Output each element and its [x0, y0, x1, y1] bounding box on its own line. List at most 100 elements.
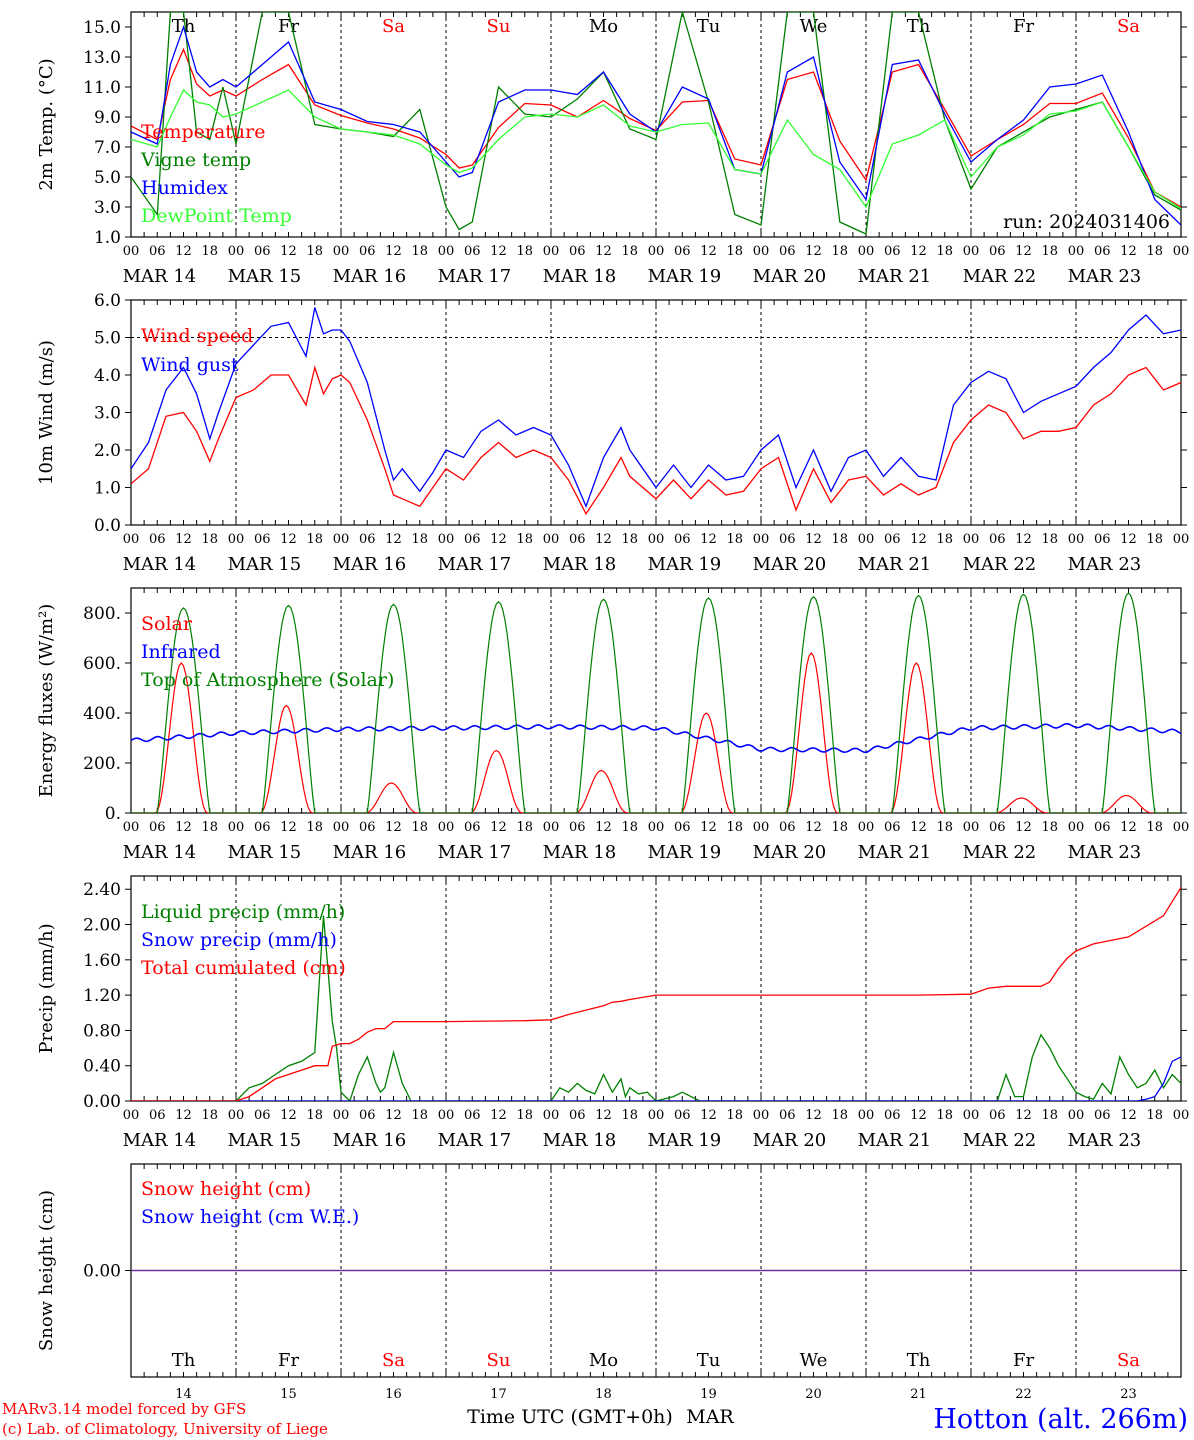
energy-frame	[130, 587, 1182, 814]
energy-ytick-label: 600.	[83, 654, 121, 674]
day-of-week-label: Fr	[278, 16, 299, 37]
precip-hour-tick-label: 12	[700, 1108, 717, 1123]
energy-hour-tick-label: 12	[490, 820, 507, 835]
temp-date-label: MAR 14	[123, 266, 197, 287]
temp-hour-tick-label: 12	[385, 244, 402, 259]
day-of-week-label: Mo	[589, 16, 618, 37]
day-of-week-label: Th	[172, 1350, 196, 1371]
temp-legend-entry: Humidex	[141, 177, 228, 199]
precip-hour-tick-label: 00	[753, 1108, 770, 1123]
wind-date-label: MAR 17	[438, 554, 512, 575]
energy-ytick-label: 200.	[83, 754, 121, 774]
temp-hour-tick-label: 06	[464, 244, 481, 259]
wind-hour-tick-label: 06	[884, 532, 901, 547]
energy-hour-tick-label: 00	[753, 820, 770, 835]
day-of-week-label: Fr	[278, 1350, 299, 1371]
day-of-week-label: Fr	[1013, 16, 1034, 37]
temp-panel: 1.0 3.0 5.0 7.0 9.0 11.0 13.0 15.0 2m Temp. (°C)…	[36, 11, 1189, 287]
precip-hour-tick-label: 18	[621, 1108, 638, 1123]
precip-date-label: MAR 20	[753, 1130, 827, 1151]
temp-hour-tick-label: 12	[280, 244, 297, 259]
model-credit: MARv3.14 model forced by GFS	[2, 1400, 246, 1418]
day-number-label: 20	[805, 1387, 822, 1402]
energy-date-label: MAR 14	[123, 842, 197, 863]
precip-legend-entry: Snow precip (mm/h)	[141, 929, 337, 951]
temp-hour-tick-label: 00	[543, 244, 560, 259]
energy-series-line	[131, 592, 1181, 813]
energy-legend-entry: Infrared	[141, 641, 221, 663]
wind-hour-tick-label: 00	[543, 532, 560, 547]
precip-hour-tick-label: 12	[1015, 1108, 1032, 1123]
temp-date-label: MAR 23	[1068, 266, 1142, 287]
energy-hour-tick-label: 12	[595, 820, 612, 835]
precip-ytick-label: 1.60	[83, 951, 121, 971]
wind-date-label: MAR 20	[753, 554, 827, 575]
wind-date-label: MAR 21	[858, 554, 932, 575]
wind-ytick-label: 3.0	[94, 404, 121, 424]
energy-hour-tick-label: 18	[1146, 820, 1163, 835]
temp-hour-tick-label: 12	[910, 244, 927, 259]
energy-panel: 0. 200. 400. 600. 800. Energy fluxes (W/m²) 00…	[36, 587, 1189, 863]
temp-hour-tick-label: 06	[779, 244, 796, 259]
wind-hour-tick-label: 06	[464, 532, 481, 547]
day-of-week-label: Th	[907, 16, 931, 37]
wind-hour-tick-label: 18	[306, 532, 323, 547]
day-number-label: 17	[490, 1387, 507, 1402]
temp-hour-tick-label: 12	[700, 244, 717, 259]
energy-hour-tick-label: 06	[254, 820, 271, 835]
day-of-week-label: Mo	[589, 1350, 618, 1371]
precip-hour-tick-label: 00	[333, 1108, 350, 1123]
day-of-week-label: Th	[907, 1350, 931, 1371]
wind-hour-tick-label: 12	[280, 532, 297, 547]
temp-ytick-label: 3.0	[94, 198, 121, 218]
energy-date-label: MAR 15	[228, 842, 302, 863]
energy-hour-tick-label: 06	[779, 820, 796, 835]
energy-series-group	[131, 592, 1181, 813]
wind-hour-tick-label: 12	[1120, 532, 1137, 547]
energy-hour-tick-label: 00	[1068, 820, 1085, 835]
energy-date-label: MAR 20	[753, 842, 827, 863]
wind-hour-tick-label: 06	[359, 532, 376, 547]
temp-hour-tick-label: 06	[359, 244, 376, 259]
energy-hour-tick-label: 06	[464, 820, 481, 835]
energy-hour-tick-label: 00	[123, 820, 140, 835]
precip-date-label: MAR 21	[858, 1130, 932, 1151]
precip-hour-tick-label: 18	[1146, 1108, 1163, 1123]
precip-hour-tick-label: 18	[516, 1108, 533, 1123]
energy-hour-tick-label: 00	[963, 820, 980, 835]
day-of-week-label: Sa	[1117, 1350, 1140, 1371]
energy-hour-tick-label: 00	[858, 820, 875, 835]
wind-hour-tick-label: 18	[201, 532, 218, 547]
precip-hour-tick-label: 12	[805, 1108, 822, 1123]
precip-date-label: MAR 18	[543, 1130, 617, 1151]
energy-ytick-label: 800.	[83, 604, 121, 624]
energy-hour-tick-label: 18	[1041, 820, 1058, 835]
temp-hour-tick-label: 18	[831, 244, 848, 259]
wind-hour-tick-label: 00	[648, 532, 665, 547]
precip-date-label: MAR 23	[1068, 1130, 1142, 1151]
precip-hour-tick-label: 06	[569, 1108, 586, 1123]
precip-hour-tick-label: 00	[438, 1108, 455, 1123]
day-of-week-label: We	[800, 16, 828, 37]
wind-y-axis-label: 10m Wind (m/s)	[36, 340, 57, 485]
precip-hour-tick-label: 06	[779, 1108, 796, 1123]
temp-hour-tick-label: 18	[936, 244, 953, 259]
precip-hour-tick-label: 00	[543, 1108, 560, 1123]
precip-ytick-label: 2.40	[83, 880, 121, 900]
energy-hour-tick-label: 12	[1120, 820, 1137, 835]
energy-hour-tick-label: 18	[726, 820, 743, 835]
precip-hour-tick-label: 06	[674, 1108, 691, 1123]
wind-hour-tick-label: 18	[726, 532, 743, 547]
x-axis-label: Time UTC (GMT+0h)	[467, 1406, 673, 1428]
energy-hour-tick-label: 00	[543, 820, 560, 835]
precip-hour-tick-label: 06	[989, 1108, 1006, 1123]
day-number-label: 14	[175, 1387, 192, 1402]
wind-hour-tick-label: 18	[516, 532, 533, 547]
temp-hour-tick-label: 00	[1068, 244, 1085, 259]
day-of-week-label: Sa	[382, 1350, 405, 1371]
energy-legend-entry: Top of Atmosphere (Solar)	[141, 669, 394, 691]
energy-hour-tick-label: 06	[884, 820, 901, 835]
temp-y-axis-label: 2m Temp. (°C)	[36, 58, 57, 190]
precip-date-label: MAR 14	[123, 1130, 197, 1151]
wind-date-label: MAR 14	[123, 554, 197, 575]
